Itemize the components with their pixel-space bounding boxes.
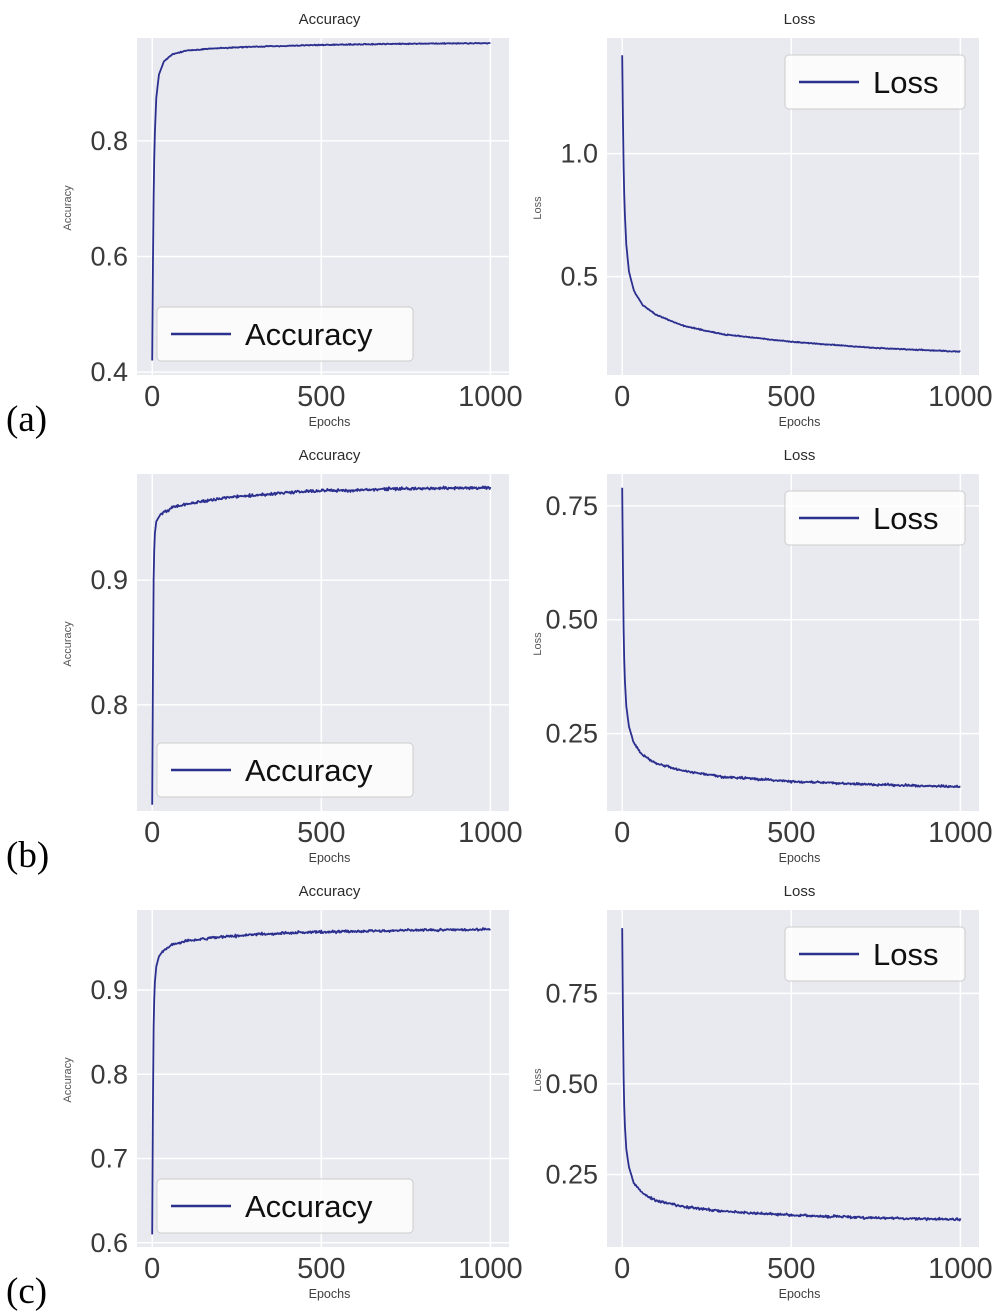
chart-b-accuracy: Accuracy Accuracy 0 500 1000 0.8 0.9 Accuracy…: [52, 446, 522, 867]
svg-text:1000: 1000: [928, 381, 992, 413]
svg-text:Accuracy: Accuracy: [245, 1189, 373, 1224]
svg-text:0.8: 0.8: [90, 1059, 128, 1089]
chart-title: Accuracy: [298, 447, 361, 464]
row-label-a: (a): [6, 399, 48, 440]
row-label-b: (b): [6, 835, 50, 876]
x-axis-label: Epochs: [308, 1287, 351, 1301]
svg-text:0: 0: [614, 381, 630, 413]
chart-c-loss: Loss Loss 0 500 1000 0.25 0.50 0.75 Loss Epoch…: [522, 882, 992, 1303]
figure-row-a: Accuracy Accuracy 0 500 1000 0.4 0.6 0.8 Accur…: [0, 4, 996, 440]
row-label-c: (c): [6, 1271, 48, 1312]
svg-text:0.9: 0.9: [90, 565, 128, 595]
figure-row-b: Accuracy Accuracy 0 500 1000 0.8 0.9 Accuracy…: [0, 440, 996, 876]
accuracy-plot-c: 0 500 1000 0.6 0.7 0.8 0.9 Accuracy: [90, 910, 522, 1285]
x-axis-label: Epochs: [308, 415, 351, 429]
svg-text:500: 500: [297, 1253, 345, 1285]
svg-text:1000: 1000: [458, 817, 522, 849]
svg-text:1000: 1000: [928, 1253, 992, 1285]
chart-title: Loss: [783, 11, 816, 28]
x-axis-label: Epochs: [778, 1287, 821, 1301]
svg-text:500: 500: [767, 817, 815, 849]
svg-text:0: 0: [144, 381, 160, 413]
chart-title: Loss: [783, 883, 816, 900]
chart-title: Loss: [783, 447, 816, 464]
chart-title: Accuracy: [298, 883, 361, 900]
chart-b-loss: Loss Loss 0 500 1000 0.25 0.50 0.75 Loss Epoch…: [522, 446, 992, 867]
svg-text:0.25: 0.25: [545, 1160, 598, 1190]
svg-text:1000: 1000: [458, 1253, 522, 1285]
chart-title: Accuracy: [298, 11, 361, 28]
svg-text:0: 0: [614, 817, 630, 849]
accuracy-plot-b: 0 500 1000 0.8 0.9 Accuracy: [90, 474, 522, 849]
svg-text:1000: 1000: [458, 381, 522, 413]
svg-text:1.0: 1.0: [560, 139, 598, 169]
svg-text:Loss: Loss: [873, 65, 938, 100]
chart-a-accuracy: Accuracy Accuracy 0 500 1000 0.4 0.6 0.8 Accur…: [52, 10, 522, 431]
svg-text:0.50: 0.50: [545, 1069, 598, 1099]
y-axis-label: Accuracy: [62, 1057, 74, 1103]
svg-text:1000: 1000: [928, 817, 992, 849]
svg-text:0.75: 0.75: [545, 491, 598, 521]
svg-text:500: 500: [297, 381, 345, 413]
y-axis-label: Loss: [532, 196, 544, 220]
svg-text:0.5: 0.5: [560, 262, 598, 292]
svg-text:500: 500: [297, 817, 345, 849]
x-axis-label: Epochs: [778, 851, 821, 865]
y-axis-label: Loss: [532, 1068, 544, 1092]
svg-text:0.8: 0.8: [90, 126, 128, 156]
svg-text:0.6: 0.6: [90, 1228, 128, 1258]
svg-text:0.4: 0.4: [90, 357, 128, 387]
loss-plot-b: 0 500 1000 0.25 0.50 0.75 Loss: [545, 474, 992, 849]
svg-text:Accuracy: Accuracy: [245, 753, 373, 788]
x-axis-label: Epochs: [308, 851, 351, 865]
accuracy-plot-a: 0 500 1000 0.4 0.6 0.8 Accuracy: [90, 38, 522, 413]
svg-text:0.75: 0.75: [545, 978, 598, 1008]
svg-text:0: 0: [144, 817, 160, 849]
chart-c-accuracy: Accuracy Accuracy 0 500 1000 0.6 0.7 0.8 0.9 Ac…: [52, 882, 522, 1303]
x-axis-label: Epochs: [778, 415, 821, 429]
svg-text:0: 0: [144, 1253, 160, 1285]
svg-text:0: 0: [614, 1253, 630, 1285]
y-axis-label: Accuracy: [62, 621, 74, 667]
loss-plot-c: 0 500 1000 0.25 0.50 0.75 Loss: [545, 910, 992, 1285]
figure-row-c: Accuracy Accuracy 0 500 1000 0.6 0.7 0.8 0.9 Ac…: [0, 876, 996, 1312]
y-axis-label: Accuracy: [62, 185, 74, 231]
svg-text:Loss: Loss: [873, 937, 938, 972]
svg-text:500: 500: [767, 381, 815, 413]
y-axis-label: Loss: [532, 632, 544, 656]
svg-text:0.7: 0.7: [90, 1144, 128, 1174]
svg-text:0.6: 0.6: [90, 242, 128, 272]
chart-a-loss: Loss Loss 0 500 1000 0.5 1.0 Loss Epochs: [522, 10, 992, 431]
svg-text:0.25: 0.25: [545, 719, 598, 749]
svg-text:500: 500: [767, 1253, 815, 1285]
svg-text:Loss: Loss: [873, 501, 938, 536]
loss-plot-a: 0 500 1000 0.5 1.0 Loss: [560, 38, 992, 413]
svg-text:Accuracy: Accuracy: [245, 317, 373, 352]
svg-text:0.9: 0.9: [90, 975, 128, 1005]
svg-text:0.50: 0.50: [545, 605, 598, 635]
svg-text:0.8: 0.8: [90, 690, 128, 720]
